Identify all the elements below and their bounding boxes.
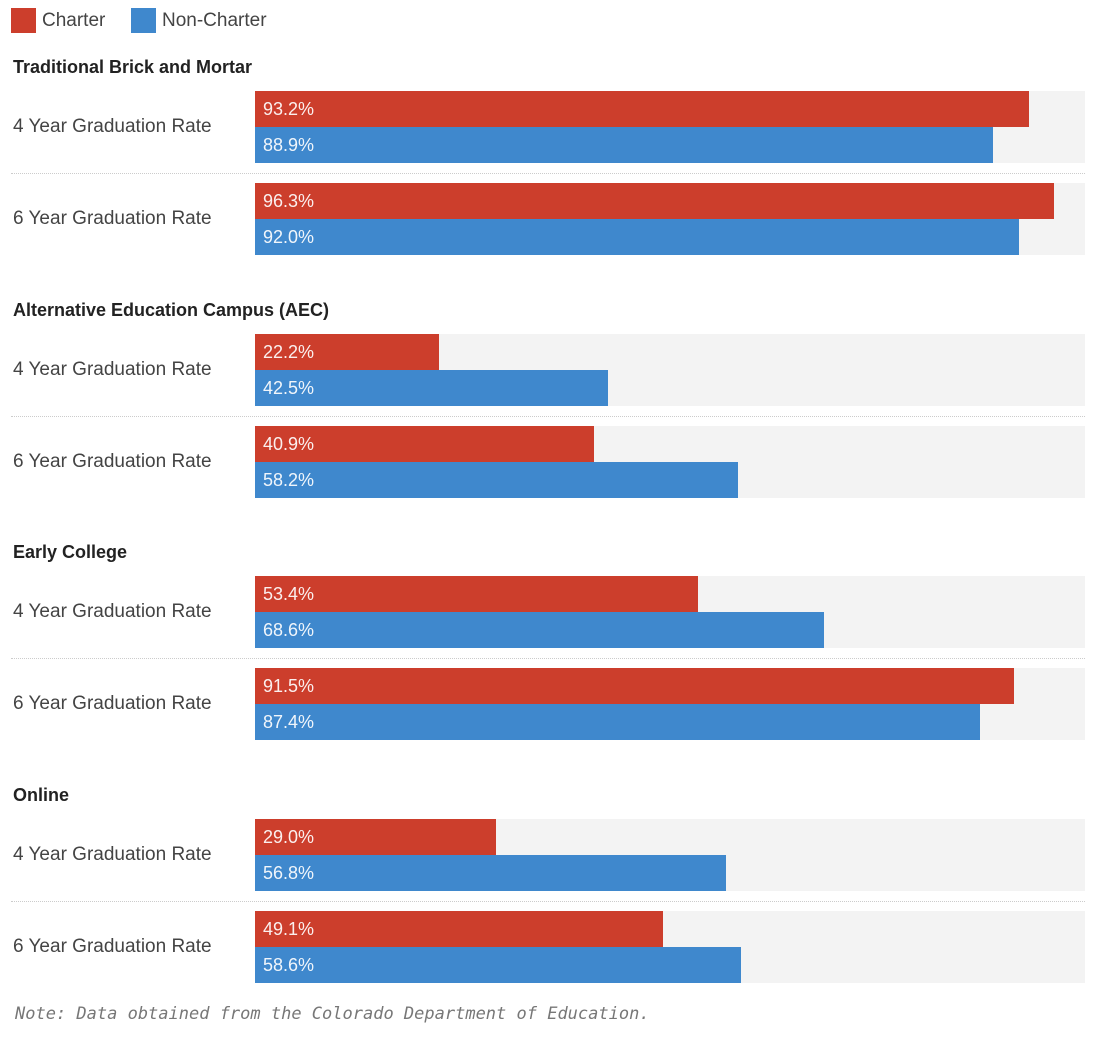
bar-value-non-charter: 87.4%: [263, 712, 315, 733]
bar-value-charter: 53.4%: [263, 584, 315, 605]
row-label: 6 Year Graduation Rate: [13, 450, 212, 472]
row-divider: [11, 901, 1085, 903]
bar-value-non-charter: 68.6%: [263, 620, 315, 641]
bar-value-charter: 93.2%: [263, 99, 315, 119]
row-label: 4 Year Graduation Rate: [13, 844, 212, 866]
bar-value-charter: 49.1%: [263, 919, 315, 940]
bar-value-charter: 96.3%: [263, 191, 315, 211]
row-label: 4 Year Graduation Rate: [13, 116, 212, 137]
bar-value-non-charter: 42.5%: [263, 377, 315, 398]
bar-value-non-charter: 56.8%: [263, 863, 315, 884]
legend-label-charter: Charter: [42, 10, 106, 31]
bar-non-charter: [255, 461, 739, 498]
legend-swatch-non-charter: [131, 8, 156, 33]
bar-non-charter: [255, 704, 981, 741]
row-label: 6 Year Graduation Rate: [13, 693, 212, 715]
bar-charter: [255, 576, 699, 613]
bar-charter: [255, 183, 1055, 219]
bar-non-charter: [255, 219, 1019, 255]
bar-value-charter: 29.0%: [263, 827, 315, 848]
group-title: Early College: [13, 542, 128, 563]
bar-charter: [255, 911, 663, 948]
bar-value-non-charter: 88.9%: [263, 135, 315, 155]
bar-value-charter: 22.2%: [263, 341, 315, 362]
bar-non-charter: [255, 855, 727, 892]
bar-non-charter: [255, 127, 993, 163]
row-divider: [11, 658, 1085, 660]
bar-charter: [255, 819, 496, 856]
legend-label-non-charter: Non-Charter: [162, 10, 267, 31]
bar-charter: [255, 668, 1015, 705]
row-divider: [11, 173, 1085, 174]
row-label: 4 Year Graduation Rate: [13, 358, 212, 380]
legend-swatch-charter: [11, 8, 36, 33]
row-label: 4 Year Graduation Rate: [13, 601, 212, 623]
bar-non-charter: [255, 612, 825, 649]
bar-value-non-charter: 92.0%: [263, 227, 315, 247]
bar-charter: [255, 333, 440, 370]
row-label: 6 Year Graduation Rate: [13, 208, 212, 229]
row-divider: [11, 415, 1085, 417]
bar-charter: [255, 91, 1029, 127]
group-title: Traditional Brick and Mortar: [13, 57, 253, 77]
bar-non-charter: [255, 947, 742, 984]
row-label: 6 Year Graduation Rate: [13, 936, 212, 958]
bar-value-charter: 40.9%: [263, 433, 315, 454]
bar-value-non-charter: 58.2%: [263, 469, 315, 490]
group-title: Alternative Education Campus (AEC): [13, 299, 330, 320]
bar-value-charter: 91.5%: [263, 676, 315, 697]
bar-non-charter: [255, 369, 608, 406]
bar-charter: [255, 425, 595, 462]
group-title: Online: [13, 785, 70, 806]
bar-value-non-charter: 58.6%: [263, 955, 315, 976]
source-note: Note: Data obtained from the Colorado De…: [15, 1004, 650, 1024]
